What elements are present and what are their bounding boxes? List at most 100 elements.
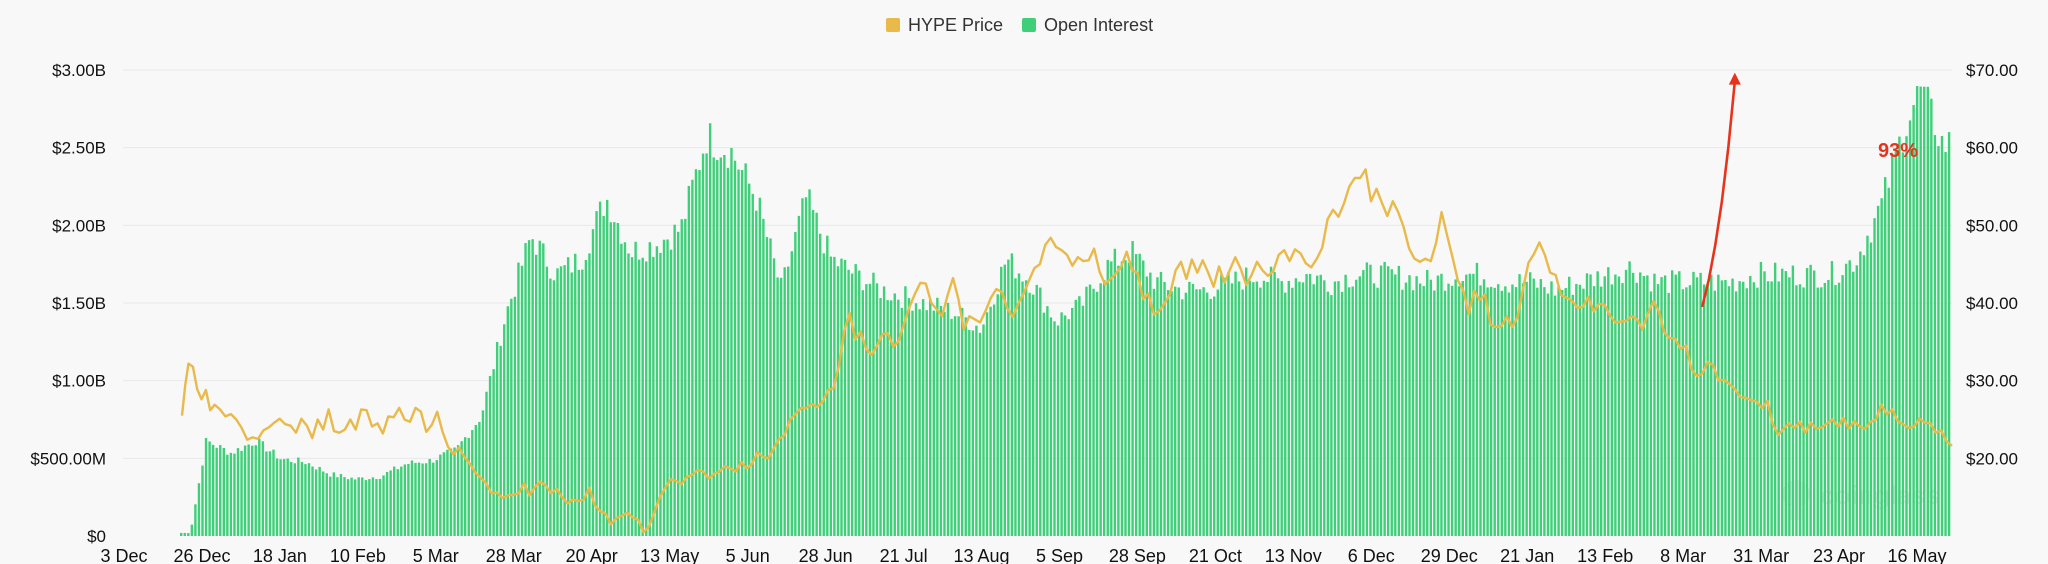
open-interest-bar — [687, 185, 691, 536]
open-interest-bar — [382, 475, 385, 536]
open-interest-bar — [936, 297, 939, 536]
open-interest-bar — [648, 242, 651, 537]
open-interest-bar — [1266, 281, 1269, 536]
open-interest-bar — [968, 330, 971, 536]
open-interest-bar — [1010, 253, 1014, 537]
open-interest-bar — [577, 269, 580, 536]
open-interest-bar — [1276, 278, 1280, 536]
open-interest-bar — [357, 477, 360, 536]
open-interest-bar — [1049, 317, 1053, 536]
open-interest-bar — [1557, 286, 1560, 536]
open-interest-bar — [1383, 261, 1386, 536]
open-interest-bar — [566, 257, 570, 536]
open-interest-bar — [1404, 282, 1408, 536]
open-interest-bar — [1376, 287, 1379, 536]
open-interest-bar — [1131, 241, 1134, 537]
open-interest-bar — [361, 477, 364, 536]
open-interest-bar — [1142, 260, 1145, 536]
open-interest-bar — [1255, 281, 1259, 536]
open-interest-bar — [318, 466, 321, 536]
open-interest-bar — [1667, 292, 1670, 536]
open-interest-bar — [1411, 290, 1415, 536]
open-interest-bar — [591, 229, 595, 537]
open-interest-bar — [875, 283, 879, 536]
open-interest-bar — [563, 265, 566, 536]
open-interest-bar — [503, 324, 506, 536]
open-interest-bar — [1397, 265, 1401, 536]
open-interest-bar — [1287, 280, 1290, 536]
open-interest-bar — [1351, 286, 1354, 536]
open-interest-bar — [783, 267, 786, 536]
open-interest-bar — [772, 258, 776, 536]
open-interest-bar — [1195, 289, 1198, 536]
open-interest-bar — [247, 444, 250, 536]
open-interest-bar — [559, 266, 563, 536]
open-interest-bar — [1915, 86, 1919, 536]
open-interest-bar — [1245, 267, 1248, 536]
open-interest-bar — [1685, 287, 1688, 536]
open-interest-bar — [1170, 291, 1173, 536]
open-interest-bar — [637, 259, 641, 536]
open-interest-bar — [822, 253, 825, 537]
open-interest-bar — [1752, 282, 1756, 536]
open-interest-bar — [1454, 279, 1457, 536]
open-interest-bar — [393, 466, 396, 536]
open-interest-bar — [1330, 295, 1333, 536]
open-interest-bar — [1465, 274, 1468, 536]
open-interest-bar — [1223, 277, 1227, 536]
open-interest-bar — [779, 277, 783, 536]
open-interest-bar — [989, 306, 992, 536]
open-interest-bar — [769, 238, 772, 536]
open-interest-bar — [1369, 264, 1372, 536]
open-interest-bar — [1486, 287, 1489, 536]
open-interest-bar — [897, 299, 900, 536]
open-interest-bar — [627, 253, 630, 536]
open-interest-bar — [1340, 291, 1344, 536]
open-interest-bar — [1820, 287, 1823, 536]
y-right-tick-label: $30.00 — [1966, 372, 2018, 391]
open-interest-bar — [1529, 272, 1532, 536]
open-interest-bar — [712, 157, 715, 536]
open-interest-bar — [1017, 273, 1021, 536]
open-interest-bar — [187, 533, 190, 536]
open-interest-bar — [322, 471, 325, 536]
open-interest-bar — [1805, 268, 1809, 536]
open-interest-bar — [1355, 279, 1358, 536]
y-axis-right-labels: $20.00 $30.00 $40.00 $50.00 $60.00 $70.00 — [1966, 61, 2018, 468]
open-interest-bar — [719, 157, 722, 537]
open-interest-bar — [787, 266, 790, 536]
open-interest-bar — [1550, 281, 1553, 536]
open-interest-bar — [190, 524, 194, 536]
open-interest-bar — [1869, 242, 1873, 536]
open-interest-bar — [1628, 261, 1631, 536]
open-interest-bar — [1362, 270, 1365, 536]
open-interest-bar — [1493, 287, 1496, 536]
open-interest-bar — [691, 179, 694, 537]
open-interest-bar — [453, 447, 456, 536]
open-interest-bar — [904, 286, 907, 536]
open-interest-bar — [1039, 287, 1042, 536]
open-interest-bar — [701, 153, 705, 536]
open-interest-bar — [474, 424, 478, 536]
open-interest-bar — [545, 266, 549, 536]
open-interest-bar — [1418, 283, 1422, 536]
open-interest-bar — [890, 300, 893, 536]
open-interest-bar — [1830, 261, 1834, 536]
open-interest-bar — [1308, 273, 1312, 536]
open-interest-bar — [836, 266, 840, 536]
open-interest-bar — [1887, 187, 1890, 537]
open-interest-bar — [1791, 265, 1795, 536]
y-right-tick-label: $40.00 — [1966, 294, 2018, 313]
open-interest-bar — [623, 242, 627, 536]
open-interest-bar — [804, 197, 808, 537]
open-interest-bar — [1443, 290, 1447, 536]
open-interest-bar — [1134, 254, 1138, 536]
open-interest-bar — [304, 464, 307, 536]
open-interest-bar — [1429, 279, 1432, 536]
open-interest-bar — [1923, 86, 1926, 537]
open-interest-bar — [1862, 255, 1866, 536]
open-interest-bar — [1227, 272, 1230, 536]
open-interest-bar — [1742, 281, 1745, 536]
open-interest-bar — [307, 463, 311, 536]
open-interest-bar — [1032, 294, 1035, 536]
